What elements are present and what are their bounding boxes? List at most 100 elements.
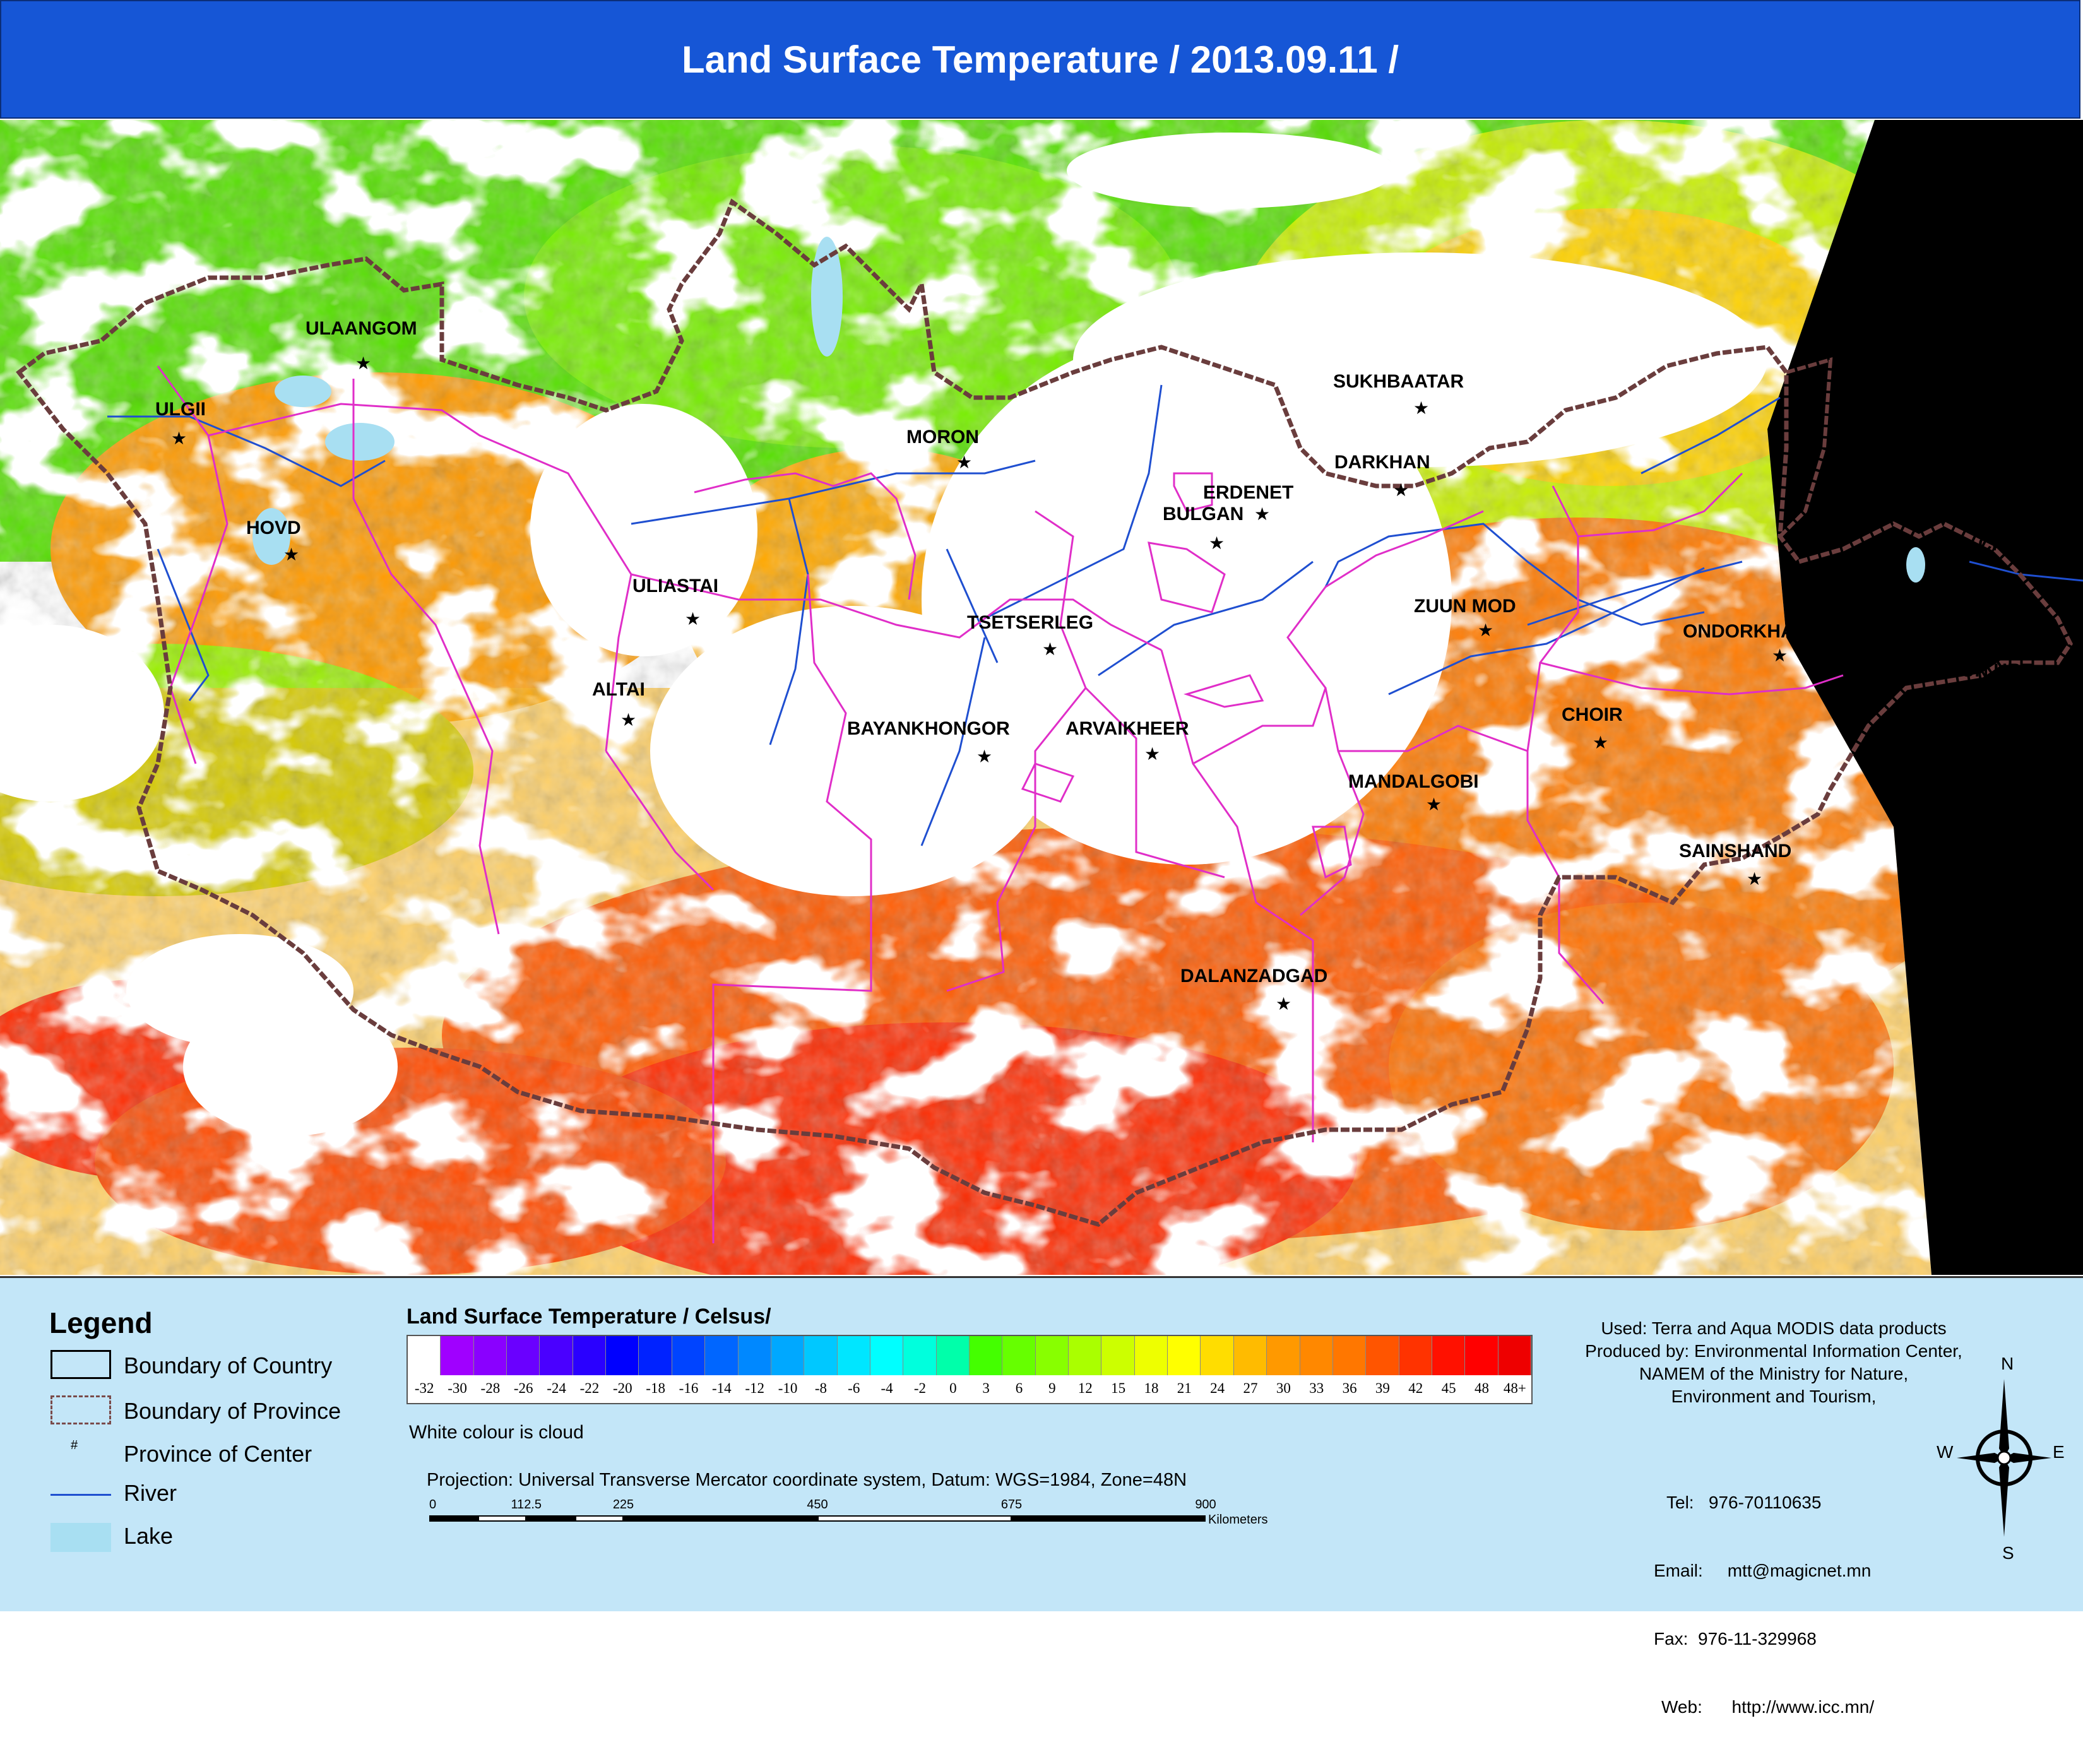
city-label: DARKHAN	[1334, 452, 1430, 473]
lake-swatch	[50, 1523, 111, 1552]
city-label: ULIASTAI	[632, 576, 718, 596]
colorbar-swatch	[1300, 1336, 1333, 1375]
colorbar-swatch	[1432, 1336, 1466, 1375]
colorbar-tick-label: 30	[1276, 1380, 1291, 1396]
city-label: CHOIR	[1562, 704, 1623, 725]
city-star-icon: ★	[1747, 869, 1762, 889]
contact-email[interactable]: Email: mtt@magicnet.mn	[1654, 1561, 1872, 1580]
colorbar-swatch	[1201, 1336, 1234, 1375]
colorbar-swatch	[408, 1336, 441, 1375]
colorbar-swatch	[441, 1336, 474, 1375]
city-star-icon: ★	[685, 609, 701, 629]
province-boundaries	[157, 365, 1844, 1243]
projection-text: Projection: Universal Transverse Mercato…	[427, 1470, 1187, 1490]
credits-line-4: Environment and Tourism,	[1671, 1387, 1877, 1406]
city-label: DALANZADGAD	[1180, 966, 1327, 986]
compass-rose-icon	[1957, 1379, 2051, 1537]
city-star-icon: ★	[956, 453, 972, 472]
colorbar-tick-label: -8	[814, 1380, 827, 1396]
city-star-icon: ★	[1144, 744, 1160, 764]
city-star-icon: ★	[1478, 620, 1493, 640]
north-arrow-icon: N S W E	[1919, 1354, 2065, 1563]
temperature-map: ULAANGOM ★ ULGII ★ HOVD ★ MORON ★ SUKHBAATAR ★ DAR…	[0, 120, 2083, 1275]
colorbar-swatch	[1332, 1336, 1367, 1375]
colorbar-tick-label: -28	[480, 1380, 501, 1396]
city-label: ULAANGOM	[306, 318, 417, 339]
colorbar-tick-label: -22	[579, 1380, 600, 1396]
colorbar-swatch	[1134, 1336, 1168, 1375]
legend-panel: Legend Boundary of Country Boundary of P…	[0, 1276, 2083, 1717]
legend-river-label: River	[124, 1480, 177, 1506]
colorbar-swatch	[507, 1336, 540, 1375]
scale-segment	[574, 1515, 624, 1522]
city-label: ERDENET	[1203, 482, 1293, 503]
colorbar-tick-label: 39	[1375, 1380, 1390, 1396]
city-label: SAINSHAND	[1679, 841, 1791, 861]
country-boundary-swatch	[50, 1350, 111, 1379]
contact-tel: Tel: 976-70110635	[1666, 1493, 1822, 1512]
colorbar-tick-label: 36	[1342, 1380, 1357, 1396]
province-boundary-swatch	[50, 1395, 111, 1424]
scale-segment	[526, 1515, 575, 1522]
legend-center-label: Province of Center	[124, 1441, 312, 1467]
country-boundary	[16, 198, 2074, 1227]
city-star-icon: ★	[283, 545, 299, 564]
contact-fax: Fax: 976-11-329968	[1654, 1629, 1817, 1649]
colorbar-tick-label: 21	[1177, 1380, 1192, 1396]
city-label: HOVD	[246, 518, 301, 538]
colorbar-swatch	[936, 1336, 970, 1375]
credits-line-2: Produced by: Environmental Information C…	[1585, 1341, 1962, 1361]
colorbar-tick-label: 12	[1077, 1380, 1093, 1396]
cloud-note: White colour is cloud	[409, 1422, 584, 1443]
map-area: ULAANGOM ★ ULGII ★ HOVD ★ MORON ★ SUKHBAATAR ★ DAR…	[0, 120, 2083, 1275]
colorbar-tick-label: 0	[949, 1380, 957, 1396]
city-label: ONDORKHAAN	[1683, 621, 1822, 642]
province-centers: ULAANGOM ★ ULGII ★ HOVD ★ MORON ★ SUKHBAATAR ★ DAR…	[155, 318, 2083, 1014]
contact-web[interactable]: Web: http://www.icc.mn/	[1661, 1697, 1875, 1717]
colorbar-swatch	[1498, 1336, 1531, 1375]
colorbar-tick-label: -18	[646, 1380, 665, 1396]
contact-block: Tel: 976-70110635 Email: mtt@magicnet.mn…	[1654, 1446, 1874, 1764]
colorbar-tick-label: -20	[612, 1380, 632, 1396]
colorbar-swatch	[738, 1336, 771, 1375]
credits-block: Used: Terra and Aqua MODIS data products…	[1496, 1317, 2051, 1408]
colorbar-swatch	[970, 1336, 1003, 1375]
colorbar-swatch	[1168, 1336, 1201, 1375]
city-label: ALTAI	[592, 679, 645, 700]
scale-unit: Kilometers	[1208, 1513, 1268, 1527]
colorbar-tick-label: -26	[513, 1380, 533, 1396]
colorbar-tick-label: -16	[679, 1380, 699, 1396]
colorbar-tick-label: -32	[414, 1380, 434, 1396]
colorbar-tick-label: -6	[848, 1380, 860, 1396]
colorbar-swatch	[1002, 1336, 1036, 1375]
colorbar-tick-label: 27	[1243, 1380, 1258, 1396]
colorbar-swatch	[1233, 1336, 1267, 1375]
scale-segment	[477, 1515, 526, 1522]
city-star-icon: ★	[1276, 994, 1291, 1014]
colorbar-swatch	[672, 1336, 706, 1375]
colorbar-tick-label: -30	[448, 1380, 467, 1396]
satellite-swath	[0, 120, 1932, 1275]
city-label: BULGAN	[1163, 504, 1243, 524]
colorbar-tick-label: 48+	[1503, 1380, 1526, 1396]
legend-province-label: Boundary of Province	[124, 1398, 341, 1424]
colorbar-tick-label: -24	[547, 1380, 566, 1396]
credits-line-1: Used: Terra and Aqua MODIS data products	[1601, 1318, 1947, 1338]
colorbar-swatch	[540, 1336, 573, 1375]
map-title-bar: Land Surface Temperature / 2013.09.11 /	[0, 0, 2080, 119]
city-star-icon: ★	[355, 353, 371, 373]
colorbar-tick-label: 48	[1474, 1380, 1489, 1396]
city-star-icon: ★	[1209, 533, 1225, 553]
colorbar-tick-label: 3	[982, 1380, 990, 1396]
compass-w: W	[1937, 1442, 1954, 1462]
city-star-icon: ★	[1393, 480, 1409, 500]
city-label: TSETSERLEG	[967, 612, 1093, 633]
city-star-icon: ★	[1413, 398, 1429, 418]
city-star-icon: ★	[1772, 646, 1788, 665]
scale-tick-label: 450	[807, 1498, 828, 1512]
city-label: MANDALGOBI	[1348, 771, 1479, 792]
scale-segment	[623, 1515, 817, 1522]
colorbar-swatch	[804, 1336, 838, 1375]
city-star-icon: ★	[1042, 639, 1058, 659]
city-label: CHOIBALSAN	[1978, 534, 2083, 555]
